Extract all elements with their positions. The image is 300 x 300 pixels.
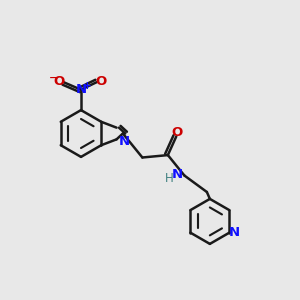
- Text: O: O: [54, 75, 65, 88]
- Text: +: +: [83, 81, 92, 91]
- Text: H: H: [165, 172, 174, 185]
- Text: −: −: [48, 72, 58, 82]
- Text: N: N: [75, 83, 87, 96]
- Text: N: N: [119, 135, 130, 148]
- Text: O: O: [95, 75, 106, 88]
- Text: N: N: [171, 168, 182, 182]
- Text: N: N: [229, 226, 240, 239]
- Text: O: O: [172, 126, 183, 140]
